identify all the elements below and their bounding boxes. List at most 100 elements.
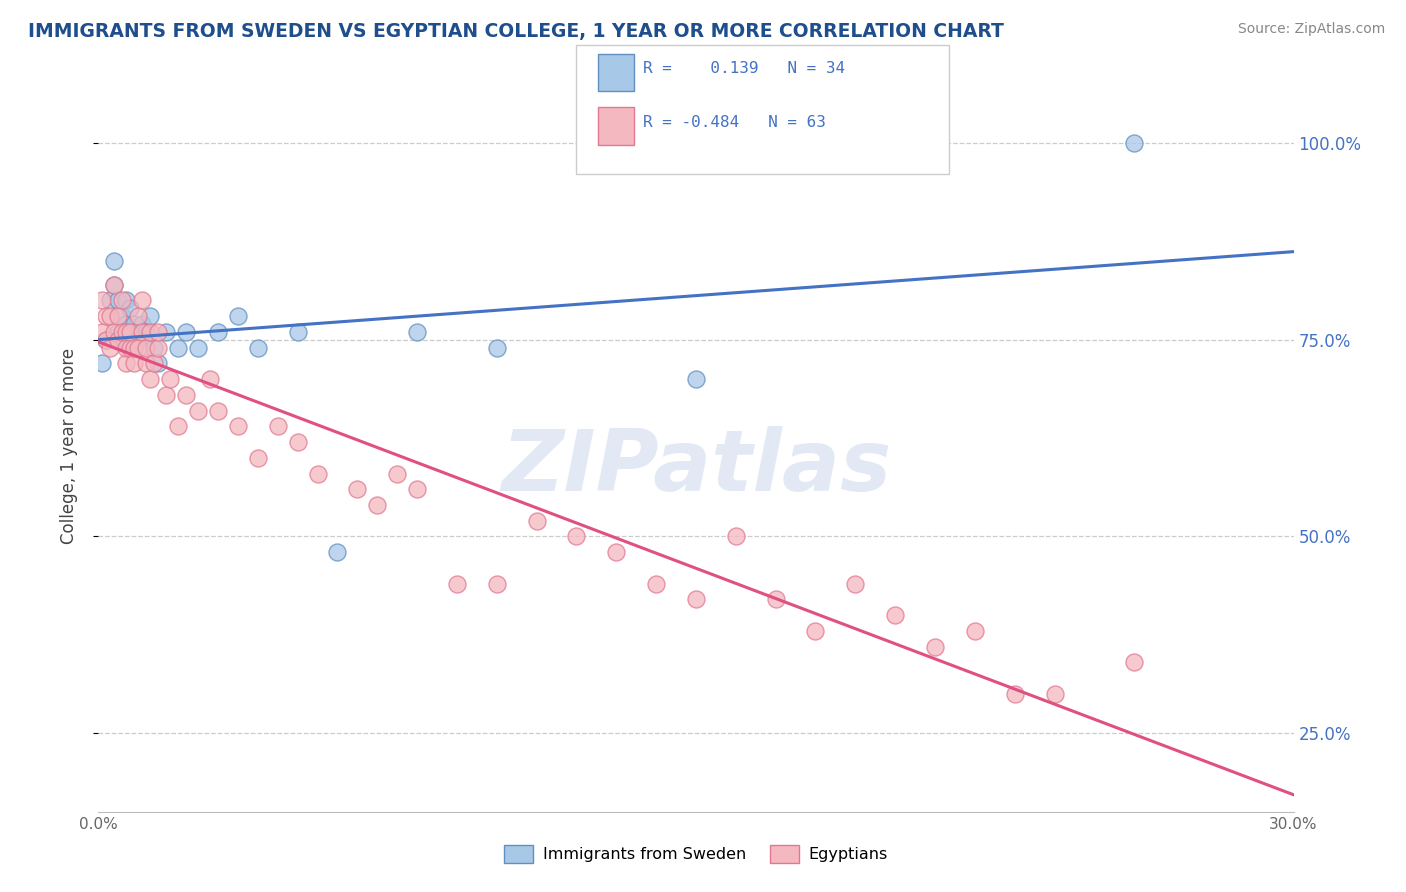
Point xyxy=(174,325,197,339)
Point xyxy=(111,310,134,324)
Point xyxy=(148,325,170,339)
Point xyxy=(120,301,142,316)
Y-axis label: College, 1 year or more: College, 1 year or more xyxy=(59,348,77,544)
Point xyxy=(131,317,153,331)
Point xyxy=(485,341,508,355)
Point xyxy=(124,341,146,355)
Point xyxy=(96,310,118,324)
Point xyxy=(406,325,429,339)
Point xyxy=(96,333,118,347)
Point xyxy=(124,356,146,370)
Point xyxy=(107,293,129,308)
Point xyxy=(246,450,269,465)
Point xyxy=(207,325,229,339)
Point xyxy=(267,419,290,434)
Point xyxy=(155,325,177,339)
Point xyxy=(120,325,142,339)
Point xyxy=(103,277,125,292)
Point xyxy=(1123,655,1146,669)
Point xyxy=(127,341,149,355)
Point xyxy=(103,254,125,268)
Point xyxy=(111,325,134,339)
Point xyxy=(724,529,747,543)
Point xyxy=(406,482,429,496)
Text: IMMIGRANTS FROM SWEDEN VS EGYPTIAN COLLEGE, 1 YEAR OR MORE CORRELATION CHART: IMMIGRANTS FROM SWEDEN VS EGYPTIAN COLLE… xyxy=(28,22,1004,41)
Point xyxy=(366,498,388,512)
Point xyxy=(124,341,146,355)
Text: ZIPatlas: ZIPatlas xyxy=(501,426,891,509)
Legend: Immigrants from Sweden, Egyptians: Immigrants from Sweden, Egyptians xyxy=(498,838,894,870)
Point xyxy=(287,325,309,339)
Point xyxy=(115,356,138,370)
Point xyxy=(135,356,157,370)
Point xyxy=(135,341,157,355)
Point xyxy=(385,467,409,481)
Point xyxy=(98,293,122,308)
Point xyxy=(1004,687,1026,701)
Point xyxy=(287,435,309,450)
Point xyxy=(167,419,190,434)
Point xyxy=(143,356,166,370)
Point xyxy=(115,341,138,355)
Point xyxy=(485,576,508,591)
Point xyxy=(120,341,142,355)
Point xyxy=(115,293,138,308)
Point xyxy=(645,576,668,591)
Point xyxy=(127,310,149,324)
Point xyxy=(111,333,134,347)
Point xyxy=(103,325,125,339)
Point xyxy=(326,545,349,559)
Point xyxy=(924,640,946,654)
Point xyxy=(346,482,368,496)
Point xyxy=(120,325,142,339)
Point xyxy=(155,388,177,402)
Point xyxy=(804,624,827,638)
Point xyxy=(115,325,138,339)
Point xyxy=(187,341,209,355)
Point xyxy=(174,388,197,402)
Text: R = -0.484   N = 63: R = -0.484 N = 63 xyxy=(643,115,825,129)
Point xyxy=(207,403,229,417)
Point xyxy=(765,592,787,607)
Point xyxy=(107,325,129,339)
Point xyxy=(143,341,166,355)
Point xyxy=(226,310,249,324)
Point xyxy=(139,310,162,324)
Point xyxy=(159,372,181,386)
Point xyxy=(107,333,129,347)
Point xyxy=(139,325,162,339)
Point xyxy=(187,403,209,417)
Text: R =    0.139   N = 34: R = 0.139 N = 34 xyxy=(643,62,845,76)
Point xyxy=(226,419,249,434)
Point xyxy=(1043,687,1066,701)
Point xyxy=(91,356,114,370)
Point xyxy=(565,529,588,543)
Point xyxy=(148,341,170,355)
Point xyxy=(131,293,153,308)
Point xyxy=(115,317,138,331)
Point xyxy=(884,608,907,623)
Point xyxy=(198,372,221,386)
Point xyxy=(526,514,548,528)
Point xyxy=(98,310,122,324)
Point xyxy=(111,293,134,308)
Point xyxy=(124,317,146,331)
Point xyxy=(96,333,118,347)
Point xyxy=(98,341,122,355)
Point xyxy=(605,545,627,559)
Point xyxy=(167,341,190,355)
Point xyxy=(103,277,125,292)
Text: Source: ZipAtlas.com: Source: ZipAtlas.com xyxy=(1237,22,1385,37)
Point xyxy=(246,341,269,355)
Point xyxy=(127,333,149,347)
Point xyxy=(307,467,329,481)
Point xyxy=(446,576,468,591)
Point xyxy=(685,372,707,386)
Point xyxy=(91,293,114,308)
Point xyxy=(139,372,162,386)
Point xyxy=(135,325,157,339)
Point xyxy=(963,624,986,638)
Point xyxy=(844,576,866,591)
Point xyxy=(1123,136,1146,151)
Point xyxy=(685,592,707,607)
